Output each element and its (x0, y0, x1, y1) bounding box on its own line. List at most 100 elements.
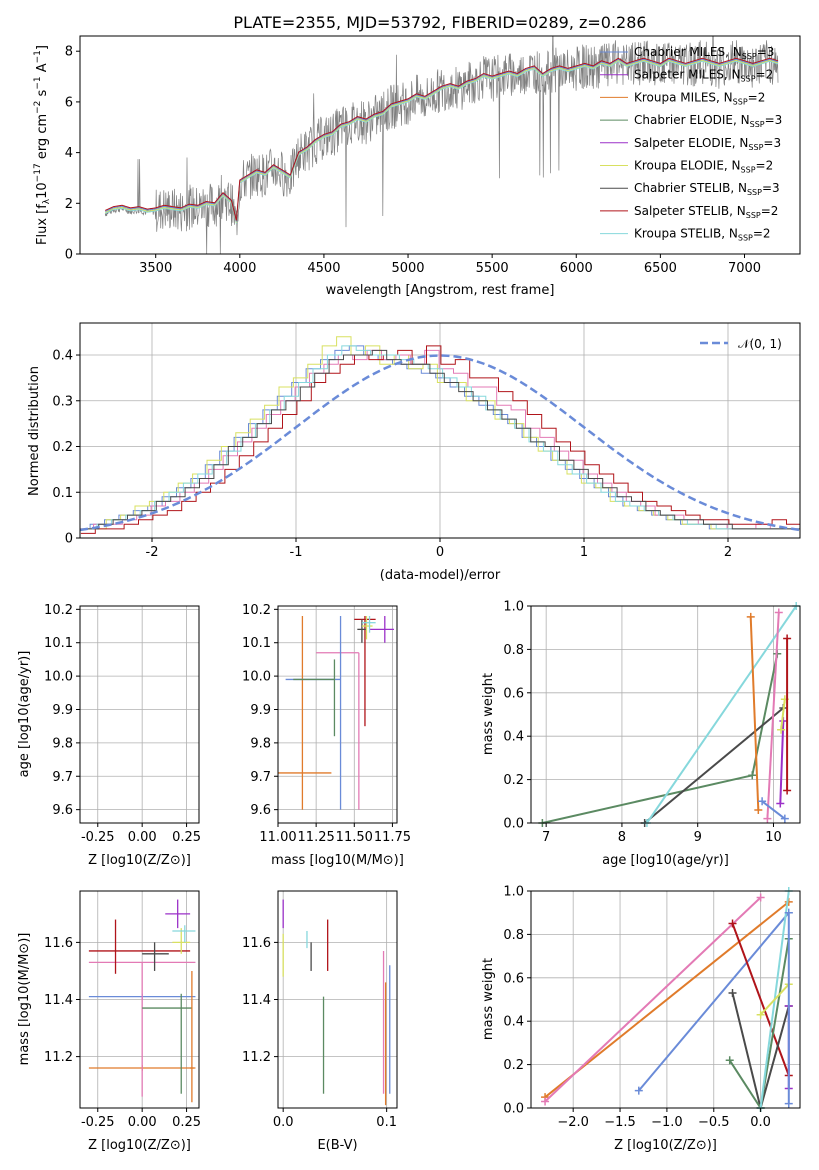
x-tick-label: 7 (542, 830, 550, 845)
x-tick-label: 10 (765, 830, 782, 845)
x-tick-label: 4500 (307, 261, 340, 276)
y-tick-label: 0.2 (503, 773, 524, 788)
x-tick-label: 6500 (644, 261, 677, 276)
legend-suffix: =3 (757, 45, 775, 59)
x-tick-label: 3500 (139, 261, 172, 276)
spectrum-panel: 3500 4000 4500 5000 5500 6000 6500 7000 0 2 4 6 8 PLA… (33, 13, 801, 298)
y-axis-label: mass weight (481, 673, 496, 755)
x-tick-label: 1 (580, 545, 588, 560)
y-tick-label: 0.6 (503, 686, 524, 701)
legend-text: Chabrier MILES, N (634, 45, 742, 59)
x-axis-label: age [log10(age/yr)] (602, 853, 729, 868)
legend-text: Salpeter ELODIE, N (634, 136, 748, 150)
y-tick-label: 9.6 (250, 803, 271, 818)
weight-marker (784, 897, 793, 906)
lines (538, 602, 801, 827)
y-axis-label: Flux [fλ10−17 erg cm−2 s−1 A−1] (33, 45, 52, 245)
y-tick-label: 0.8 (503, 643, 524, 658)
y-tick-label: 0.1 (52, 486, 73, 501)
x-tick-label: 0.0 (273, 1115, 294, 1130)
weight-marker (541, 1097, 550, 1106)
weight-marker (777, 725, 786, 734)
mass_weight_vs_Z-panel: −2.0 −1.5 −1.0 −0.5 0.0 0.0 0.2 0.4 0.6 0.8 1.0 Z [… (481, 885, 801, 1153)
legend-text: Kroupa MILES, N (634, 90, 733, 104)
weight-line-stelib_chabrier (644, 707, 784, 824)
weight-line-stelib_salpeter (731, 923, 790, 1076)
hist-step-stelib_salpeter (80, 345, 800, 534)
mass_vs_ebv-panel: 0.0 0.1 11.2 11.4 11.6 E(B-V) (242, 890, 398, 1153)
weight-marker (748, 771, 757, 780)
x-tick-label: 2 (724, 545, 732, 560)
legend-text: Kroupa ELODIE, N (634, 159, 741, 173)
age_vs_mass-panel: 11.00 11.25 11.50 11.75 9.6 9.7 9.8 9.9 10.0 10.1… (242, 603, 411, 868)
x-tick-label: -1 (290, 545, 303, 560)
legend-entry: 𝒩(0, 1) (738, 337, 782, 351)
hist-step-stelib_chabrier (84, 349, 800, 530)
legend-suffix: =3 (762, 181, 780, 195)
weight-line-stelib_kroupa (646, 605, 798, 824)
mass_weight_vs_age-panel: 7 8 9 10 0.0 0.2 0.4 0.6 0.8 1.0 age [log10(age/yr… (481, 600, 801, 868)
legend-entry: Chabrier MILES, NSSP=3 (634, 45, 774, 61)
y-tick-label: 9.7 (250, 770, 271, 785)
y-tick-label: 0.8 (503, 928, 524, 943)
x-tick-label: -2 (146, 545, 159, 560)
legend-suffix: =2 (756, 159, 774, 173)
y-tick-label: 0.6 (503, 971, 524, 986)
legend-sub: SSP (741, 75, 756, 84)
legend-sub: SSP (746, 211, 761, 220)
y-tick-label: 0.4 (503, 730, 524, 745)
weight-marker (756, 1010, 765, 1019)
weight-marker (728, 988, 737, 997)
y-tick-label: 10.0 (44, 670, 73, 685)
legend-entry: Chabrier STELIB, NSSP=3 (634, 181, 780, 197)
spectrum-frame (79, 35, 801, 255)
legend-text: Salpeter MILES, N (634, 68, 741, 82)
y-tick-label: 1.0 (503, 885, 524, 900)
errorbars (282, 899, 391, 1106)
legend-suffix: =3 (765, 113, 783, 127)
y-tick-label: 0.2 (503, 1058, 524, 1073)
y-tick-label: 10.0 (242, 670, 271, 685)
y-tick-label: 11.2 (44, 1050, 73, 1065)
weight-marker (754, 805, 763, 814)
x-tick-label: 5000 (391, 261, 424, 276)
chart-title: PLATE=2355, MJD=53792, FIBERID=0289, z=0… (233, 13, 646, 32)
x-tick-label: 0.0 (750, 1115, 771, 1130)
y-axis-label: age [log10(age/yr)] (17, 651, 32, 778)
x-axis-label: wavelength [Angstrom, rest frame] (326, 283, 555, 298)
weight-marker (634, 1086, 643, 1095)
x-tick-label: 0.00 (128, 1115, 157, 1130)
legend-entry: Kroupa STELIB, NSSP=2 (634, 227, 771, 243)
x-tick-label: 9 (694, 830, 702, 845)
hist-step-elodie_kroupa (80, 336, 798, 530)
legend-sub: SSP (738, 234, 753, 243)
model-line-miles_chabrier (104, 58, 779, 222)
legend-sub: SSP (748, 143, 763, 152)
legend-entry: Kroupa MILES, NSSP=2 (634, 90, 765, 106)
weight-marker (758, 797, 767, 806)
legend-sub: SSP (733, 97, 748, 106)
legend-text: Chabrier ELODIE, N (634, 113, 750, 127)
model-line-stelib_salpeter (104, 57, 779, 221)
y-tick-label: 9.7 (52, 770, 73, 785)
x-tick-label: -0.25 (81, 1115, 115, 1130)
weight-marker (774, 608, 783, 617)
x-tick-label: 5500 (476, 261, 509, 276)
y-tick-label: 11.6 (242, 936, 271, 951)
x-axis-label: E(B-V) (317, 1138, 357, 1153)
legend-suffix: =3 (763, 136, 781, 150)
legend-text: Salpeter STELIB, N (634, 204, 746, 218)
errorbars (278, 616, 394, 810)
x-axis-label: Z [log10(Z/Z⊙)] (614, 1138, 717, 1153)
mass_weight_vs_age-frame (530, 605, 801, 824)
x-tick-label: −1.0 (651, 1115, 683, 1130)
y-tick-label: 0.0 (503, 817, 524, 832)
x-tick-label: 4000 (223, 261, 256, 276)
x-axis-label: (data-model)/error (380, 568, 501, 583)
y-tick-label: 0.3 (52, 394, 73, 409)
age_vs_Z-panel: -0.25 0.00 0.25 9.6 9.7 9.8 9.9 10.0 10.1 10.2 Z [… (17, 603, 201, 868)
y-axis-label: mass [log10(M/M⊙)] (17, 933, 32, 1066)
legend-sub: SSP (747, 188, 762, 197)
legend-entry: Chabrier ELODIE, NSSP=3 (634, 113, 782, 129)
y-tick-label: 0 (65, 532, 73, 547)
